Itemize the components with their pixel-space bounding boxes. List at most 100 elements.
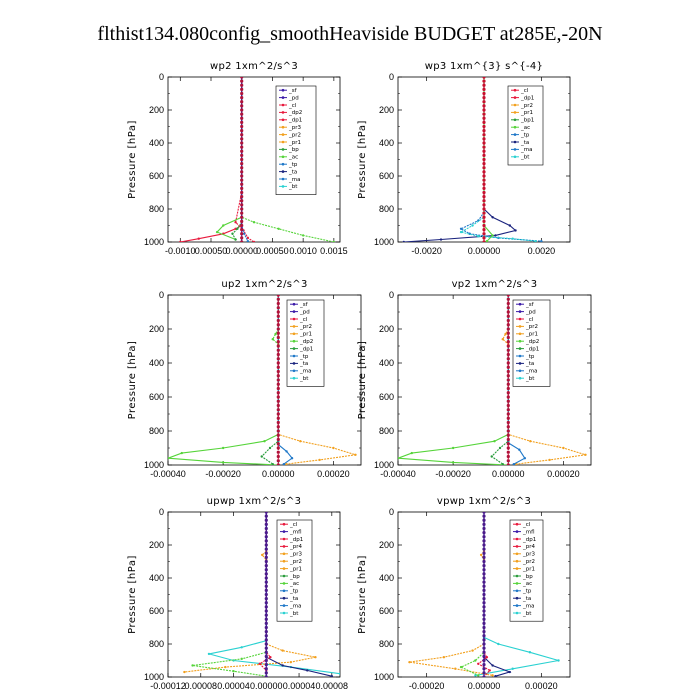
series-point	[442, 656, 446, 659]
legend-marker	[518, 347, 522, 350]
series-point	[222, 224, 225, 227]
zero-profile-point	[276, 335, 280, 340]
series-point	[562, 446, 565, 450]
series-point	[330, 674, 334, 677]
zero-profile-point	[482, 236, 486, 240]
zero-profile-point	[482, 129, 486, 133]
zero-profile-point	[482, 597, 486, 601]
zero-profile-point	[482, 186, 486, 190]
legend-entry: _cl	[299, 317, 308, 323]
zero-profile-point	[276, 374, 280, 378]
legend-marker	[515, 604, 519, 607]
legend-marker	[282, 559, 286, 563]
legend-marker	[282, 522, 286, 526]
zero-profile-point	[276, 382, 280, 386]
zero-profile-point	[482, 153, 486, 157]
legend-marker	[292, 354, 296, 358]
series-line	[483, 512, 512, 677]
series-point	[263, 440, 266, 443]
legend-entry: _pr1	[520, 110, 533, 116]
legend-entry: _bt	[288, 184, 298, 190]
zero-profile-point	[276, 412, 280, 416]
zero-profile-point	[264, 605, 268, 609]
series-point	[459, 227, 463, 230]
zero-profile-point	[506, 357, 510, 361]
series-point	[242, 232, 246, 235]
x-tick-label: -0.0020	[411, 246, 442, 256]
series-point	[252, 221, 256, 224]
zero-profile-point	[506, 420, 510, 425]
y-tick-label: 200	[149, 105, 164, 115]
legend-marker	[292, 317, 296, 321]
zero-profile-point	[482, 576, 486, 580]
series-point	[548, 458, 551, 462]
legend-entry: _pr1	[288, 140, 301, 146]
panel-3: up2 1xm^2/s^3 Pressure [hPa] 0 200 400 600 800…	[127, 279, 362, 479]
legend-marker	[518, 332, 522, 336]
zero-profile-point	[482, 182, 486, 186]
zero-profile-point	[276, 391, 280, 395]
legend-marker	[281, 185, 285, 188]
series-point	[271, 338, 274, 341]
series-point	[511, 237, 514, 240]
zero-profile-point	[482, 232, 486, 236]
series-point	[408, 660, 411, 664]
legend-entry: _ta	[525, 361, 534, 367]
legend-marker	[515, 574, 519, 578]
zero-profile-point	[506, 331, 510, 335]
legend-entry: _ma	[520, 147, 532, 153]
zero-profile-point	[264, 539, 268, 543]
legend-entry: _dp1	[525, 346, 539, 352]
zero-profile-point	[482, 137, 486, 141]
zero-profile-point	[264, 543, 268, 547]
y-tick-label: 0	[389, 72, 394, 82]
y-tick-label: 1000	[374, 672, 394, 682]
y-tick-label: 200	[149, 324, 164, 334]
zero-profile-point	[240, 83, 244, 87]
zero-profile-point	[264, 526, 268, 531]
legend-entry: _mfl	[289, 529, 302, 535]
y-tick-label: 200	[379, 540, 394, 550]
zero-profile-point	[482, 646, 486, 650]
panel-title: vpwp 1xm^2/s^3	[437, 496, 531, 507]
legend-entry: _tp	[288, 162, 298, 168]
series-point	[528, 651, 532, 654]
legend-entry: _bp	[288, 147, 299, 153]
zero-profile-point	[264, 601, 268, 605]
series-point	[498, 446, 502, 450]
zero-profile-point	[240, 182, 244, 186]
x-tick-label: 0.00050	[256, 246, 289, 256]
zero-profile-point	[276, 306, 280, 310]
panel-2: wp3 1xm^{3} s^{-4} Pressure [hPa] 0 200 400 6…	[357, 61, 571, 256]
legend-entry: _dp1	[520, 95, 534, 101]
series-group	[408, 512, 560, 677]
zero-profile-point	[276, 429, 280, 433]
legend-entry: _dp2	[288, 110, 302, 116]
zero-profile-point	[482, 190, 486, 195]
series-line	[180, 77, 243, 242]
legend-marker	[281, 88, 285, 92]
zero-profile-point	[240, 133, 244, 137]
series-line	[241, 77, 335, 242]
series-point	[477, 662, 480, 665]
zero-profile-point	[482, 170, 486, 174]
legend-entry: _bt	[520, 155, 530, 161]
zero-profile-point	[482, 638, 486, 642]
series-point	[402, 240, 405, 242]
zero-profile-point	[264, 555, 268, 559]
series-line	[398, 295, 509, 465]
legend-entry: _pr1	[525, 332, 538, 338]
zero-profile-point	[276, 331, 280, 335]
legend-marker	[281, 133, 285, 136]
legend-entry: _pr1	[299, 332, 312, 338]
zero-profile-point	[506, 454, 510, 459]
legend-entry: _ma	[289, 603, 301, 609]
legend-marker	[515, 559, 519, 563]
zero-profile-point	[264, 634, 268, 638]
legend-marker	[292, 325, 296, 328]
x-tick-label: -0.00040	[380, 469, 416, 479]
y-axis-label: Pressure [hPa]	[357, 341, 368, 420]
series-point	[518, 448, 521, 451]
y-tick-label: 400	[149, 138, 164, 148]
zero-profile-point	[264, 514, 268, 518]
